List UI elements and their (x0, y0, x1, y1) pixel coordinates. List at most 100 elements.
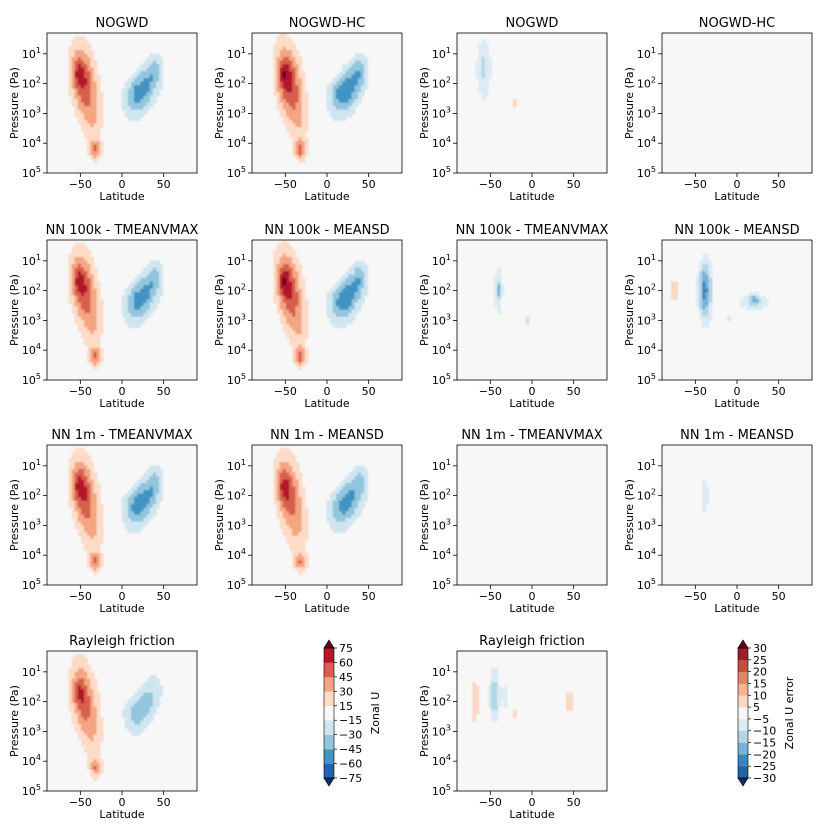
contour-cell (96, 323, 101, 328)
contour-cell (301, 320, 306, 325)
contour-cell (68, 274, 73, 279)
contour-cell (335, 490, 340, 495)
contour-cell (127, 706, 132, 711)
contour-cell (705, 274, 710, 279)
contour-cell (295, 144, 300, 149)
contour-cell (295, 556, 300, 561)
y-tick-label: 102 (432, 488, 451, 503)
contour-field (273, 33, 369, 163)
contour-cell (74, 109, 79, 114)
contour-cell (292, 458, 297, 463)
panel-12: NN 1m - MEANSD−50 0 50Latitude101102103104… (623, 428, 813, 615)
contour-cell (295, 130, 300, 135)
contour-cell (282, 483, 287, 488)
contour-cell (77, 43, 82, 48)
contour-cell (143, 64, 148, 69)
contour-cell (90, 337, 95, 342)
contour-cell (279, 71, 284, 76)
contour-cell (77, 521, 82, 526)
contour-cell (295, 549, 300, 554)
contour-cell (282, 518, 287, 523)
contour-cell (152, 703, 157, 708)
contour-cell (354, 102, 359, 107)
contour-cell (84, 71, 89, 76)
contour-cell (93, 528, 98, 533)
contour-cell (342, 102, 347, 107)
contour-cell (490, 717, 495, 722)
contour-cell (279, 267, 284, 272)
contour-cell (155, 274, 160, 279)
contour-cell (137, 92, 142, 97)
contour-cell (335, 528, 340, 533)
contour-cell (71, 692, 76, 697)
y-axis-label: Pressure (Pa) (213, 274, 226, 346)
contour-cell (699, 292, 704, 297)
contour-cell (140, 71, 145, 76)
contour-cell (93, 727, 98, 732)
contour-cell (351, 64, 356, 69)
contour-cell (357, 302, 362, 307)
contour-cell (674, 288, 679, 293)
contour-cell (127, 717, 132, 722)
contour-cell (273, 465, 278, 470)
contour-cell (285, 451, 290, 456)
contour-cell (301, 120, 306, 125)
contour-cell (90, 696, 95, 701)
contour-cell (276, 253, 281, 258)
contour-cell (90, 731, 95, 736)
contour-cell (298, 323, 303, 328)
contour-cell (273, 493, 278, 498)
y-tick-label: 103 (432, 517, 451, 532)
contour-cell (354, 67, 359, 72)
contour-cell (90, 78, 95, 83)
contour-cell (339, 525, 344, 530)
contour-cell (298, 358, 303, 363)
contour-cell (745, 306, 750, 311)
contour-cell (152, 500, 157, 505)
contour-cell (364, 81, 369, 86)
contour-cell (80, 706, 85, 711)
contour-cell (295, 295, 300, 300)
contour-cell (96, 717, 101, 722)
contour-cell (301, 81, 306, 86)
contour-cell (481, 46, 486, 51)
contour-cell (289, 120, 294, 125)
contour-cell (702, 323, 707, 328)
contour-cell (360, 472, 365, 477)
contour-cell (143, 267, 148, 272)
contour-cell (351, 497, 356, 502)
contour-cell (705, 292, 710, 297)
contour-cell (699, 295, 704, 300)
contour-cell (146, 95, 151, 100)
contour-cell (276, 472, 281, 477)
contour-cell (121, 507, 126, 512)
contour-cell (137, 720, 142, 725)
contour-cell (134, 81, 139, 86)
contour-cell (295, 469, 300, 474)
contour-cell (279, 95, 284, 100)
contour-cell (90, 323, 95, 328)
contour-cell (84, 264, 89, 269)
contour-cell (292, 528, 297, 533)
contour-cell (342, 309, 347, 314)
contour-cell (140, 288, 145, 293)
contour-cell (93, 776, 98, 781)
contour-cell (146, 281, 151, 286)
contour-cell (68, 64, 73, 69)
contour-cell (152, 64, 157, 69)
contour-cell (127, 113, 132, 118)
contour-cell (152, 682, 157, 687)
contour-cell (292, 327, 297, 332)
contour-cell (99, 309, 104, 314)
contour-cell (127, 511, 132, 516)
contour-cell (121, 710, 126, 715)
contour-cell (285, 99, 290, 104)
contour-cell (295, 281, 300, 286)
contour-cell (90, 334, 95, 339)
contour-cell (146, 274, 151, 279)
contour-cell (512, 102, 517, 107)
contour-cell (360, 486, 365, 491)
contour-cell (68, 490, 73, 495)
contour-cell (74, 692, 79, 697)
contour-cell (285, 511, 290, 516)
